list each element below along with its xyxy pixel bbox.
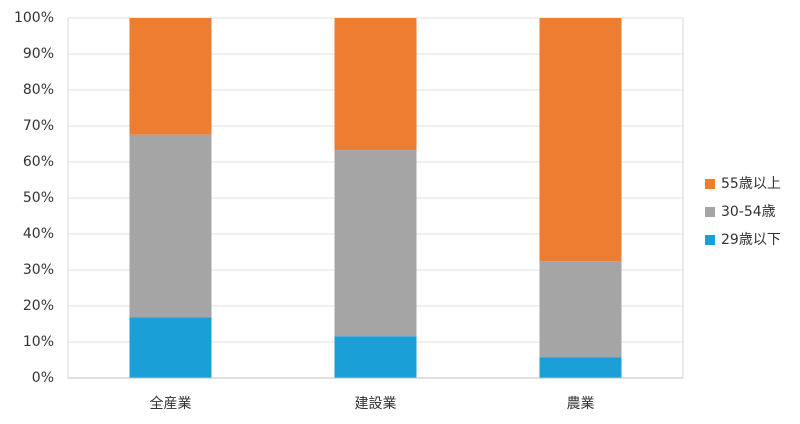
y-tick-label: 20% xyxy=(23,298,54,314)
y-tick-label: 50% xyxy=(23,190,54,206)
bar-segment xyxy=(129,134,212,318)
bar-segment xyxy=(334,18,417,151)
x-tick-label: 建設業 xyxy=(355,396,397,412)
y-tick-label: 60% xyxy=(23,154,54,170)
legend-swatch xyxy=(705,235,715,245)
bar-segment xyxy=(539,261,622,358)
y-tick-label: 80% xyxy=(23,82,54,98)
legend-swatch xyxy=(705,179,715,189)
bar-segment xyxy=(539,357,622,378)
x-tick-label: 全産業 xyxy=(150,395,192,412)
legend-swatch xyxy=(705,207,715,217)
bar-segment xyxy=(539,18,622,262)
bar-segment xyxy=(334,336,417,378)
y-tick-label: 10% xyxy=(23,334,54,350)
bar-segment xyxy=(129,18,212,135)
y-tick-label: 70% xyxy=(23,118,54,134)
bar-segment xyxy=(129,317,212,378)
y-tick-label: 0% xyxy=(32,370,54,386)
legend-label: 55歳以上 xyxy=(721,176,781,192)
y-tick-label: 30% xyxy=(23,262,54,278)
y-tick-label: 90% xyxy=(23,46,54,62)
bar-segment xyxy=(334,150,417,337)
y-tick-label: 40% xyxy=(23,226,54,242)
y-tick-label: 100% xyxy=(14,10,54,26)
legend-label: 29歳以下 xyxy=(721,232,781,248)
x-tick-label: 農業 xyxy=(567,396,595,412)
legend-label: 30-54歳 xyxy=(721,204,776,220)
